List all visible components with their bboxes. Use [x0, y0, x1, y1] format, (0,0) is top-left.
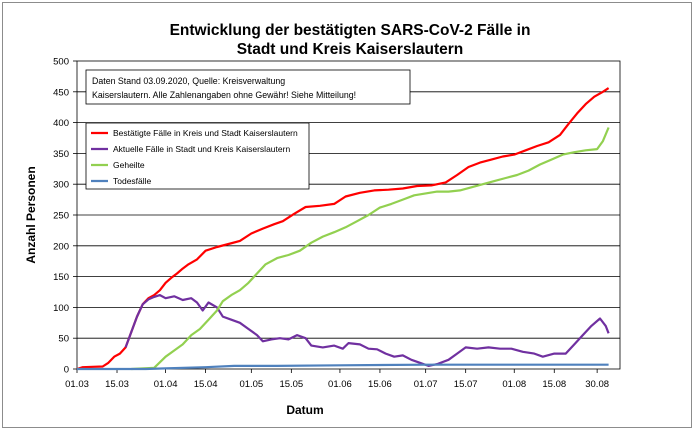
x-tick-label: 01.04: [154, 379, 178, 390]
y-tick-label: 0: [64, 365, 69, 376]
y-axis-title: Anzahl Personen: [24, 166, 38, 263]
annotation-line1: Daten Stand 03.09.2020, Quelle: Kreisver…: [92, 76, 285, 86]
chart-title-line2: Stadt und Kreis Kaiserslautern: [237, 41, 464, 58]
x-tick-label: 15.05: [279, 379, 303, 390]
x-tick-label: 15.06: [368, 379, 392, 390]
y-tick-label: 500: [53, 57, 69, 68]
legend-frame: [85, 122, 310, 190]
x-tick-label: 01.05: [239, 379, 263, 390]
y-tick-label: 250: [53, 211, 69, 222]
y-tick-label: 100: [53, 303, 69, 314]
legend: Bestätigte Fälle in Kreis und Stadt Kais…: [85, 122, 310, 190]
legend-label-4: Todesfälle: [113, 176, 152, 186]
y-tick-label: 400: [53, 118, 69, 129]
y-tick-label: 200: [53, 241, 69, 252]
y-tick-label: 50: [58, 334, 69, 345]
annotation-box: Daten Stand 03.09.2020, Quelle: Kreisver…: [85, 69, 411, 105]
legend-label-1: Bestätigte Fälle in Kreis und Stadt Kais…: [113, 128, 298, 138]
x-tick-label: 15.08: [542, 379, 566, 390]
x-axis: 01.03 15.03 01.04 15.04 01.05 15.05 01.06 15.06…: [65, 369, 609, 390]
series-line-4: [77, 363, 609, 371]
chart-title-line1: Entwicklung der bestätigten SARS-CoV-2 F…: [170, 22, 531, 39]
y-tick-label: 350: [53, 149, 69, 160]
legend-items: Bestätigte Fälle in Kreis und Stadt Kais…: [91, 128, 298, 186]
y-tick-label: 450: [53, 87, 69, 98]
x-tick-label: 15.04: [194, 379, 218, 390]
y-axis: 0 50 100 150 200 250 300 350 400 450 500: [53, 57, 77, 376]
annotation-frame: [85, 69, 411, 105]
x-tick-label: 30.08: [585, 379, 609, 390]
x-tick-label: 01.08: [502, 379, 526, 390]
x-tick-label: 01.07: [414, 379, 438, 390]
x-tick-label: 01.06: [328, 379, 352, 390]
series-lines: [76, 87, 610, 371]
x-axis-title: Datum: [286, 403, 323, 417]
series-line-3: [131, 127, 610, 371]
annotation-line2: Kaiserslautern. Alle Zahlenangaben ohne …: [92, 90, 356, 100]
legend-label-2: Aktuelle Fälle in Stadt und Kreis Kaiser…: [113, 144, 290, 154]
series-line-2: [124, 294, 610, 367]
y-tick-label: 300: [53, 180, 69, 191]
y-tick-label: 150: [53, 272, 69, 283]
legend-label-3: Geheilte: [113, 160, 145, 170]
x-tick-label: 15.07: [454, 379, 478, 390]
x-tick-label: 01.03: [65, 379, 89, 390]
x-tick-label: 15.03: [105, 379, 129, 390]
